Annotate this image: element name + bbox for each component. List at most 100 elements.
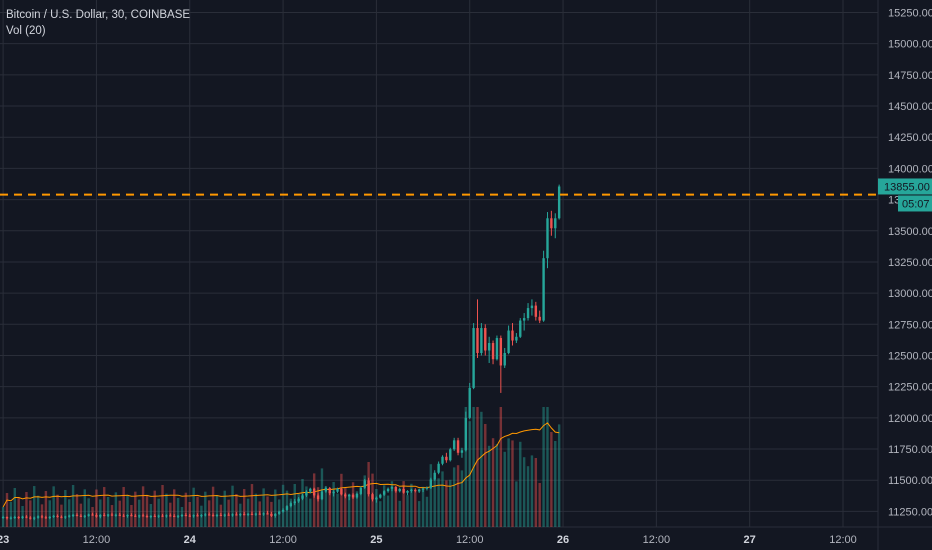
- symbol-legend[interactable]: Bitcoin / U.S. Dollar, 30, COINBASE: [6, 9, 191, 21]
- price-tick-label: 12750.00: [888, 319, 932, 331]
- candle-body: [328, 487, 331, 494]
- volume-bar: [242, 489, 246, 527]
- volume-bar: [17, 497, 20, 527]
- volume-bar: [161, 485, 164, 527]
- volume-bar: [414, 492, 417, 527]
- candle-body: [522, 318, 526, 321]
- volume-bar: [480, 411, 483, 527]
- candle-body: [274, 513, 277, 516]
- volume-bar: [44, 491, 48, 527]
- volume-bar: [231, 485, 234, 527]
- volume-bar: [250, 484, 254, 527]
- candle-body: [207, 514, 211, 516]
- volume-bar: [172, 489, 176, 527]
- candle-body: [297, 498, 300, 502]
- volume-bar: [83, 489, 86, 527]
- candle-body: [417, 489, 421, 492]
- candle-body: [103, 514, 106, 516]
- volume-bar: [522, 457, 526, 527]
- volume-bar: [309, 498, 312, 527]
- volume-bar: [332, 482, 335, 527]
- volume-bar: [402, 481, 405, 527]
- candle-body: [95, 515, 98, 517]
- candle-body: [382, 491, 386, 495]
- volume-bar: [196, 496, 199, 527]
- candle-body: [44, 517, 48, 519]
- candle-body: [266, 513, 269, 515]
- candle-body: [476, 328, 479, 353]
- price-tick-label: 13000.00: [888, 288, 932, 300]
- candle-body: [344, 494, 347, 497]
- candle-body: [441, 456, 444, 464]
- candle-body: [250, 513, 254, 515]
- volume-bar: [13, 488, 16, 527]
- time-tick-label: 24: [184, 534, 197, 546]
- candle-body: [192, 515, 195, 517]
- time-tick-label: 12:00: [456, 534, 484, 546]
- volume-bar: [491, 438, 495, 527]
- volume-bars: [1, 407, 561, 527]
- price-axis[interactable]: 15250.00 15000.00 14750.00 14500.00 14250.00…: [878, 7, 932, 518]
- candle-body: [425, 487, 429, 489]
- candle-body: [1, 517, 5, 519]
- volume-bar: [184, 492, 188, 527]
- candle-body: [200, 515, 203, 517]
- price-tick-label: 14250.00: [888, 132, 932, 144]
- candle-body: [499, 338, 503, 366]
- volume-bar: [503, 451, 506, 527]
- candle-body: [110, 514, 114, 516]
- candle-body: [122, 515, 125, 517]
- candle-body: [546, 218, 549, 259]
- countdown-text: 05:07: [902, 198, 930, 210]
- volume-indicator-legend[interactable]: Vol (20): [6, 25, 46, 37]
- time-tick-label: 12:00: [83, 534, 111, 546]
- volume-bar: [495, 444, 499, 527]
- volume-bar: [254, 493, 258, 527]
- candle-body: [507, 330, 510, 353]
- volume-bar: [449, 479, 452, 527]
- price-tick-label: 13250.00: [888, 257, 932, 269]
- time-axis[interactable]: 23 12:00 24 12:00 25 12:00 26 12:00 27 12:00: [0, 534, 857, 546]
- candle-body: [184, 515, 188, 517]
- volume-bar: [211, 486, 215, 527]
- candle-body: [215, 514, 219, 516]
- candle-body: [484, 328, 487, 351]
- candle-body: [550, 218, 553, 229]
- last-price-badge: [878, 178, 932, 195]
- volume-bar: [274, 489, 277, 527]
- candle-body: [118, 514, 121, 516]
- volume-bar: [355, 491, 359, 527]
- candle-body: [52, 515, 55, 517]
- candle-body: [324, 487, 328, 492]
- candle-body: [511, 330, 514, 341]
- volume-bar: [134, 491, 137, 527]
- volume-bar: [157, 498, 160, 527]
- candle-body: [75, 514, 79, 516]
- candle-body: [188, 515, 191, 517]
- candle-body: [281, 509, 285, 512]
- candle-body: [402, 488, 405, 493]
- volume-bar: [235, 494, 238, 527]
- volume-bar: [48, 500, 51, 527]
- candle-body: [134, 515, 137, 517]
- time-tick-label: 12:00: [269, 534, 297, 546]
- volume-bar: [36, 495, 40, 527]
- volume-bar: [106, 497, 110, 527]
- candle-body: [99, 514, 102, 517]
- candle-body: [239, 514, 242, 516]
- candle-body: [87, 514, 90, 516]
- candle-body: [452, 440, 456, 450]
- candle-body: [542, 258, 545, 321]
- volume-bar: [382, 485, 386, 527]
- volume-bar: [281, 484, 285, 527]
- volume-bar: [441, 471, 444, 527]
- candle-body: [21, 516, 24, 518]
- candle-body: [398, 488, 401, 492]
- time-tick-label: 25: [370, 534, 382, 546]
- candle-body: [332, 491, 335, 494]
- candle-body: [137, 515, 141, 517]
- candle-body: [71, 514, 75, 516]
- candle-body: [456, 440, 460, 453]
